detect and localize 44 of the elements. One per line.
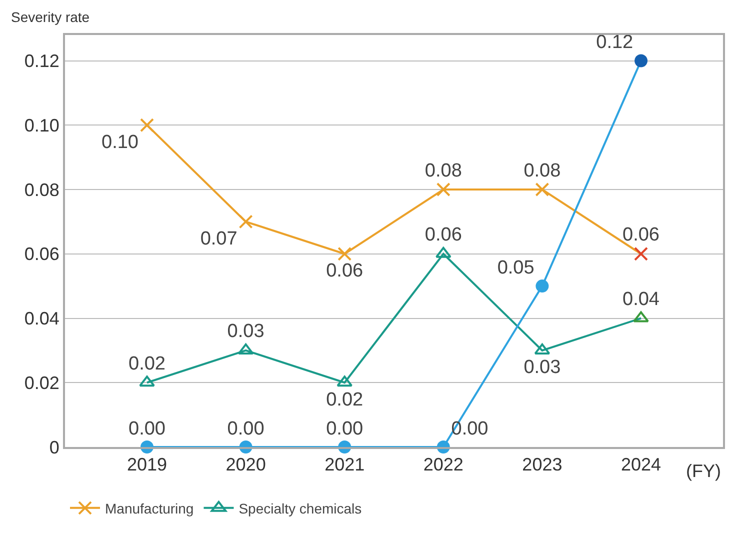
point xyxy=(535,182,550,196)
y-axis-title: Severity rate xyxy=(11,9,90,25)
legend-label: Specialty chemicals xyxy=(238,500,362,516)
x-tick-label: 2023 xyxy=(522,454,562,475)
point xyxy=(140,118,154,132)
data-label: 0.06 xyxy=(424,224,462,246)
point xyxy=(634,54,648,68)
y-tick-label: 0 xyxy=(49,437,60,458)
data-label: 0.03 xyxy=(524,357,561,378)
x-tick-label: 2022 xyxy=(423,454,464,475)
data-label: 0.05 xyxy=(497,257,534,278)
point xyxy=(139,376,155,387)
data-label: 0.07 xyxy=(200,228,238,250)
y-tick-label: 0.08 xyxy=(24,180,60,200)
data-label: 0.12 xyxy=(596,32,634,54)
y-tick-label: 0.02 xyxy=(24,372,60,393)
point xyxy=(536,280,549,293)
data-label: 0.00 xyxy=(128,418,166,440)
x-axis-title: (FY) xyxy=(686,461,721,481)
x-tick-label: 2019 xyxy=(126,454,168,475)
data-label: 0.03 xyxy=(227,321,264,342)
legend-label: Manufacturing xyxy=(105,500,194,516)
point xyxy=(633,311,649,322)
x-tick-label: 2024 xyxy=(620,454,662,475)
x-tick-label: 2021 xyxy=(324,454,365,475)
point xyxy=(634,246,648,261)
data-label: 0.02 xyxy=(128,353,166,374)
point xyxy=(338,246,352,261)
data-label: 0.08 xyxy=(424,160,462,182)
data-label: 0.10 xyxy=(102,132,138,153)
x-tick-label: 2020 xyxy=(226,454,266,475)
data-label: 0.04 xyxy=(622,289,660,310)
y-tick-label: 0.12 xyxy=(24,51,60,72)
y-tick-label: 0.04 xyxy=(24,308,60,329)
data-label: 0.00 xyxy=(326,418,364,440)
data-label: 0.02 xyxy=(326,389,364,410)
data-label: 0.06 xyxy=(326,260,364,282)
data-label: 0.08 xyxy=(524,160,561,182)
point xyxy=(238,214,253,229)
point xyxy=(436,182,450,196)
y-tick-label: 0.10 xyxy=(24,115,60,136)
data-label: 0.00 xyxy=(227,418,264,440)
y-tick-label: 0.06 xyxy=(24,244,60,264)
data-label: 0.06 xyxy=(622,224,660,246)
